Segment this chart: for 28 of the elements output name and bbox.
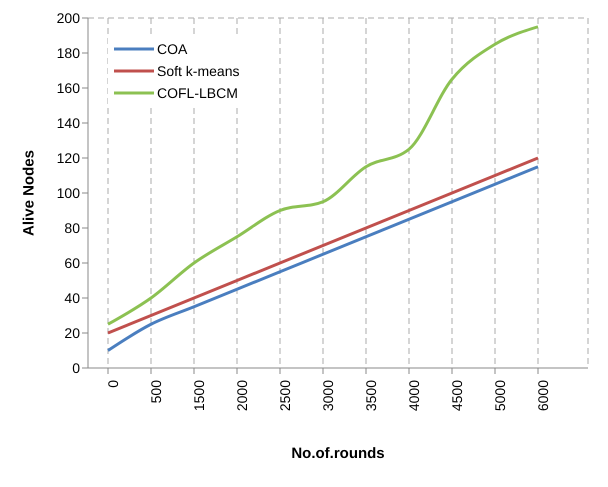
x-tick-label: 1500 — [190, 380, 207, 412]
x-tick-label: 6000 — [534, 380, 551, 412]
x-tick-label: 2500 — [276, 380, 293, 412]
y-tick-label: 100 — [56, 184, 80, 201]
y-tick-label: 160 — [56, 80, 80, 96]
y-axis-title: Alive Nodes — [20, 150, 38, 236]
x-tick-label: 5000 — [492, 380, 508, 412]
y-tick-label: 20 — [64, 324, 80, 341]
legend-label: COFL-LBCM — [157, 85, 238, 101]
y-tick-label: 200 — [56, 10, 80, 26]
legend-label: Soft k-means — [157, 63, 240, 79]
y-tick-label: 0 — [72, 360, 80, 376]
x-tick-label: 3000 — [320, 380, 336, 412]
x-tick-label: 4500 — [448, 380, 465, 412]
y-tick-label: 120 — [56, 150, 80, 166]
legend-label: COA — [157, 41, 188, 57]
x-axis-title: No.of.rounds — [291, 445, 385, 462]
y-tick-label: 60 — [64, 254, 80, 271]
x-tick-label: 2000 — [234, 380, 250, 412]
x-tick-label: 0 — [104, 380, 121, 388]
y-tick-label: 40 — [64, 290, 80, 306]
y-tick-label: 80 — [64, 220, 80, 236]
x-tick-label: 500 — [148, 380, 164, 404]
x-tick-label: 4000 — [406, 380, 422, 412]
line-series — [106, 25, 540, 326]
y-tick-label: 180 — [56, 44, 80, 61]
y-tick-label: 140 — [56, 114, 80, 131]
x-tick-label: 3500 — [362, 380, 379, 412]
